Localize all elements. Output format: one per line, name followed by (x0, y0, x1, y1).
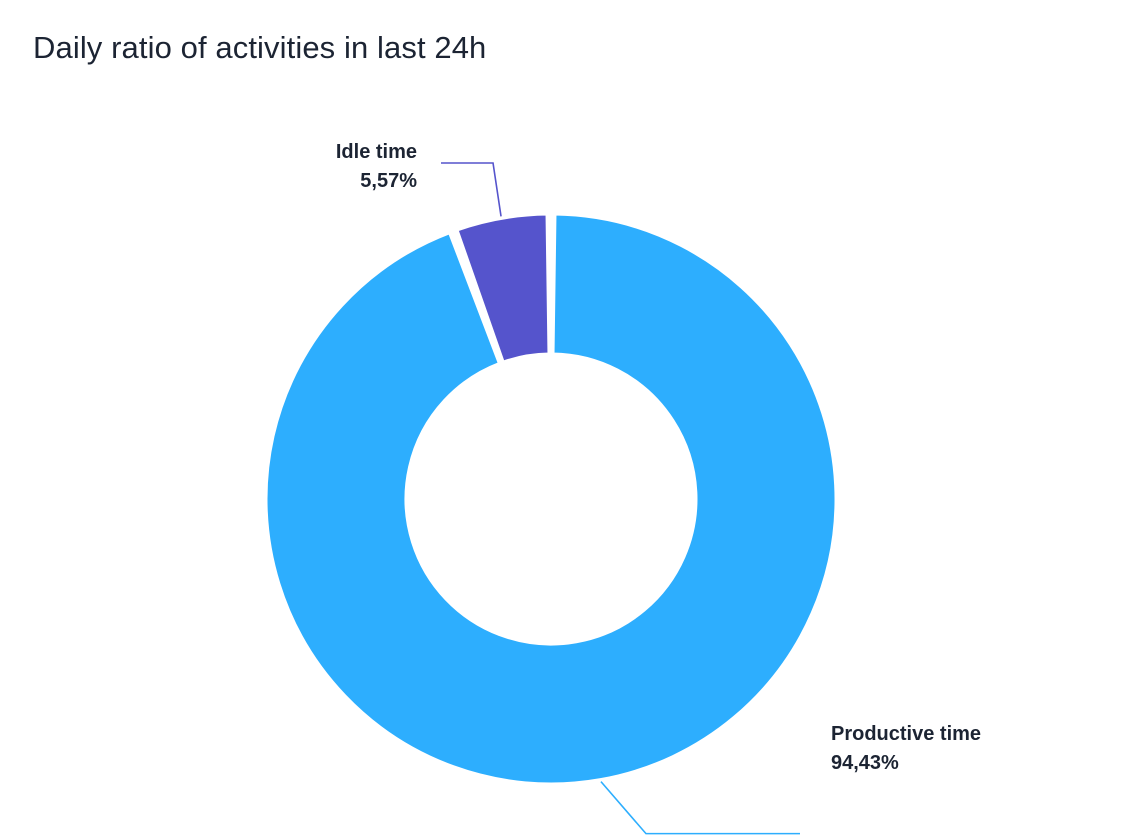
slice-value-idle-time: 5,57% (360, 170, 417, 192)
slice-idle-time[interactable] (455, 212, 551, 364)
slice-value-productive-time: 94,43% (831, 752, 899, 774)
chart-title: Daily ratio of activities in last 24h (33, 30, 487, 65)
slice-productive-time[interactable] (264, 212, 838, 786)
leader-line-idle-time (441, 162, 502, 217)
leader-line-productive-time (600, 781, 800, 835)
labels-layer: Productive time 94,43% Idle time 5,57% (336, 141, 981, 835)
slices-layer (264, 212, 838, 786)
slice-label-productive-time: Productive time (831, 723, 981, 745)
slice-label-idle-time: Idle time (336, 141, 417, 163)
